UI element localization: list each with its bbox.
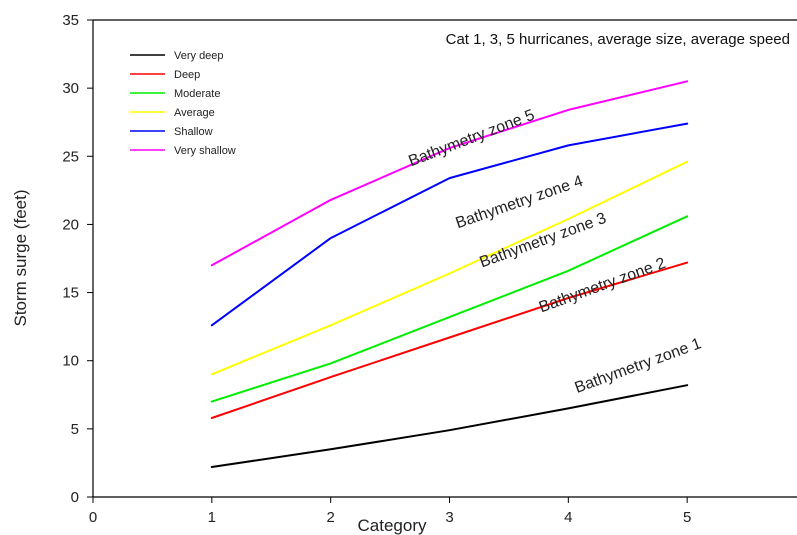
legend-label: Moderate xyxy=(174,88,220,100)
zone-label-1: Bathymetry zone 1 xyxy=(573,335,704,397)
series-line-deep xyxy=(210,261,689,419)
chart-axes xyxy=(87,19,797,503)
x-tick-label: 2 xyxy=(326,509,334,526)
y-tick-label: 0 xyxy=(71,489,79,506)
tick-labels: 0 5 10 15 20 25 30 35 0 1 2 3 4 5 xyxy=(62,12,691,526)
y-axis-title: Storm surge (feet) xyxy=(11,190,30,327)
x-tick-label: 4 xyxy=(564,509,572,526)
x-tick-label: 5 xyxy=(683,509,691,526)
zone-label-5: Bathymetry zone 5 xyxy=(406,107,537,171)
series-line-very-deep xyxy=(210,384,689,468)
series-line-very-shallow xyxy=(210,80,689,267)
y-tick-label: 10 xyxy=(62,353,79,370)
series-line-average xyxy=(210,160,689,376)
chart-title: Cat 1, 3, 5 hurricanes, average size, av… xyxy=(446,31,790,48)
legend-label: Average xyxy=(174,107,215,119)
legend-label: Deep xyxy=(174,69,200,81)
series-line-shallow xyxy=(210,122,689,327)
series-line-moderate xyxy=(210,215,689,403)
zone-annotations: Bathymetry zone 1 Bathymetry zone 2 Bathym… xyxy=(406,107,703,397)
x-tick-label: 1 xyxy=(208,509,216,526)
legend-label: Very deep xyxy=(174,50,224,62)
y-tick-label: 20 xyxy=(62,216,79,233)
y-tick-label: 15 xyxy=(62,285,79,302)
y-tick-label: 5 xyxy=(71,421,79,438)
x-axis-title: Category xyxy=(358,516,427,535)
legend: Very deep Deep Moderate Average Shallow Very … xyxy=(130,50,236,157)
legend-label: Very shallow xyxy=(174,145,236,157)
x-tick-label: 3 xyxy=(445,509,453,526)
legend-label: Shallow xyxy=(174,126,213,138)
x-tick-label: 0 xyxy=(89,509,97,526)
series-lines xyxy=(210,80,689,468)
y-tick-label: 30 xyxy=(62,80,79,97)
y-tick-label: 25 xyxy=(62,148,79,165)
y-tick-label: 35 xyxy=(62,12,79,29)
zone-label-2: Bathymetry zone 2 xyxy=(537,255,668,317)
